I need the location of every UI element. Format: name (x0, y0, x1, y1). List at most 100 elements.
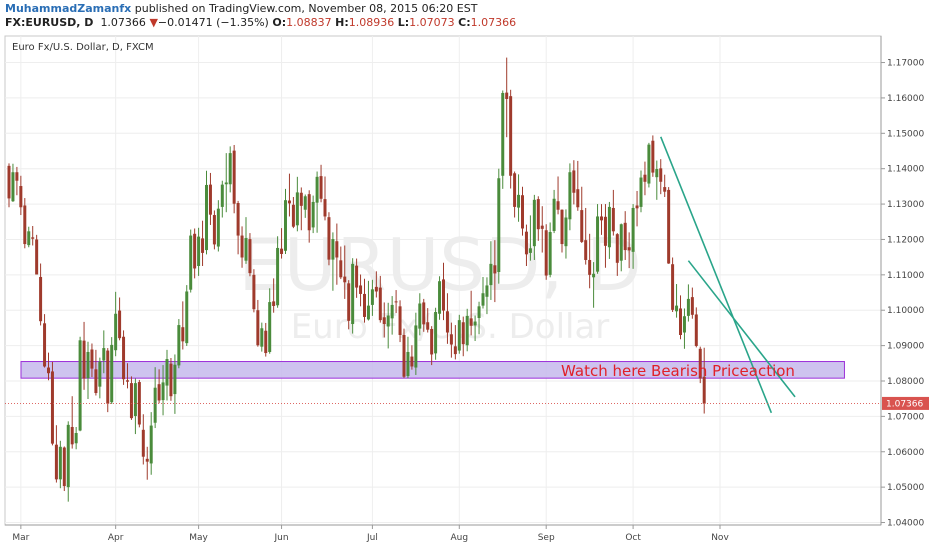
candle-body (248, 239, 252, 274)
candle-body (118, 310, 122, 339)
candle-body (592, 273, 596, 278)
candle-body (35, 239, 39, 275)
candle-body (390, 304, 394, 319)
candle-body (489, 263, 493, 286)
price-tick-label: 1.14000 (887, 165, 924, 175)
price-tick-label: 1.16000 (887, 94, 924, 104)
price-tick-label: 1.17000 (887, 59, 924, 69)
chart-header-line-2: FX:EURUSD, D 1.07366 ▼−0.01471 (−1.35%) … (5, 16, 516, 29)
author-name[interactable]: MuhammadZamanfx (5, 2, 132, 15)
candle-body (284, 200, 287, 251)
candle-body (698, 348, 702, 379)
time-tick-label: Nov (711, 533, 729, 543)
time-axis[interactable]: Mar Apr May Jun Jul Aug Sep Oct Nov (5, 524, 881, 543)
price-tick-label: 1.12000 (887, 235, 924, 245)
candle-body (513, 173, 517, 207)
candle-body (552, 198, 556, 231)
candle-body (110, 344, 114, 403)
candle-body (153, 387, 157, 423)
candle-body (133, 383, 137, 417)
candle-body (426, 322, 430, 330)
candle-body (54, 444, 58, 480)
price-tick-label: 1.06000 (887, 448, 924, 458)
price-tick-label: 1.10000 (887, 306, 924, 316)
candle-body (291, 204, 295, 227)
candle-body (205, 184, 208, 251)
candle-body (50, 371, 54, 444)
candle-body (635, 205, 639, 209)
candle-body (228, 153, 232, 185)
candle-body (647, 144, 651, 184)
candle-body (280, 248, 284, 254)
last-price-badge-label: 1.07366 (886, 399, 923, 409)
close-value: 1.07366 (470, 16, 517, 29)
candle-body (619, 224, 623, 261)
candle-body (272, 301, 276, 306)
candle-body (236, 203, 240, 236)
candle-body (445, 311, 449, 333)
candle-body (564, 217, 568, 247)
price-axis[interactable]: 1.17000 1.16000 1.15000 1.14000 1.13000 1.120… (880, 36, 924, 529)
candle-body (295, 192, 299, 226)
publish-info: published on TradingView.com, November 0… (134, 2, 478, 15)
candle-body (694, 314, 698, 346)
candle-body (659, 168, 663, 182)
close-label: C: (458, 16, 471, 29)
candle-body (675, 305, 679, 312)
candle-body (406, 351, 410, 377)
candle-body (78, 340, 82, 431)
candle-body (268, 302, 272, 352)
candle-body (287, 200, 291, 204)
candle-body (410, 356, 414, 367)
candle-body (201, 238, 205, 253)
candle-body (240, 235, 244, 258)
price-tick-label: 1.11000 (887, 271, 924, 281)
candle-body (568, 172, 572, 220)
candle-body (189, 235, 193, 290)
candle-body (473, 321, 477, 326)
time-tick-label: Jun (274, 533, 289, 543)
candle-body (355, 265, 359, 288)
candle-body (319, 176, 323, 199)
price-tick-label: 1.13000 (887, 200, 924, 210)
time-tick-label: Aug (451, 533, 469, 543)
candle-body (540, 225, 544, 229)
candle-body (600, 216, 603, 221)
annotation-text[interactable]: Watch here Bearish Priceaction (561, 362, 795, 380)
candle-body (671, 264, 675, 310)
candle-body (98, 361, 102, 387)
candle-body (23, 205, 27, 245)
candle-body (386, 315, 390, 327)
candle-body (485, 285, 489, 297)
grid-lines (5, 36, 881, 525)
high-value: 1.08936 (348, 16, 395, 29)
candle-body (169, 363, 173, 397)
candle-body (94, 369, 98, 394)
time-tick-label: Sep (538, 533, 555, 543)
candle-body (260, 328, 264, 347)
candle-body (521, 195, 524, 229)
candle-body (193, 233, 197, 269)
candle-body (686, 298, 690, 316)
candle-body (181, 327, 185, 342)
candle-body (655, 169, 659, 178)
price-tick-label: 1.07000 (887, 412, 924, 422)
candle-body (497, 178, 501, 273)
candle-body (82, 340, 86, 379)
candle-body (299, 192, 303, 206)
candle-body (524, 231, 528, 255)
candle-body (580, 210, 584, 242)
candle-body (576, 189, 580, 208)
price-tick-label: 1.04000 (887, 519, 924, 529)
candle-body (58, 446, 62, 480)
chart-header-line-1: MuhammadZamanfx published on TradingView… (5, 2, 477, 15)
candle-body (19, 186, 23, 208)
candle-body (212, 215, 216, 245)
last-price-badge (882, 396, 929, 410)
candle-body (276, 247, 280, 306)
time-tick-label: Oct (625, 533, 641, 543)
candle-body (418, 303, 422, 329)
support-zone[interactable] (20, 361, 845, 379)
candle-body (252, 274, 256, 310)
